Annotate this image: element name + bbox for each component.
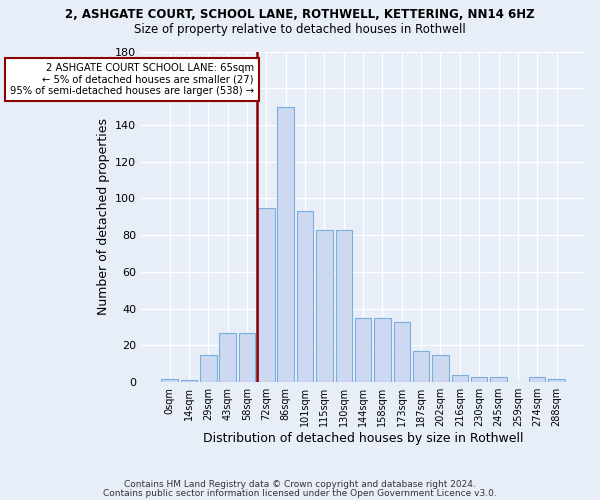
Bar — [335, 230, 352, 382]
Bar — [277, 106, 294, 382]
Bar — [394, 322, 410, 382]
Text: Size of property relative to detached houses in Rothwell: Size of property relative to detached ho… — [134, 22, 466, 36]
Bar — [529, 376, 545, 382]
X-axis label: Distribution of detached houses by size in Rothwell: Distribution of detached houses by size … — [203, 432, 523, 445]
Bar — [432, 354, 449, 382]
Bar — [355, 318, 371, 382]
Text: Contains public sector information licensed under the Open Government Licence v3: Contains public sector information licen… — [103, 488, 497, 498]
Text: 2 ASHGATE COURT SCHOOL LANE: 65sqm
← 5% of detached houses are smaller (27)
95% : 2 ASHGATE COURT SCHOOL LANE: 65sqm ← 5% … — [10, 62, 254, 96]
Bar — [200, 354, 217, 382]
Bar — [471, 376, 487, 382]
Bar — [220, 332, 236, 382]
Bar — [181, 380, 197, 382]
Bar — [161, 378, 178, 382]
Bar — [316, 230, 332, 382]
Bar — [374, 318, 391, 382]
Bar — [258, 208, 275, 382]
Y-axis label: Number of detached properties: Number of detached properties — [97, 118, 110, 316]
Bar — [452, 375, 468, 382]
Text: Contains HM Land Registry data © Crown copyright and database right 2024.: Contains HM Land Registry data © Crown c… — [124, 480, 476, 489]
Text: 2, ASHGATE COURT, SCHOOL LANE, ROTHWELL, KETTERING, NN14 6HZ: 2, ASHGATE COURT, SCHOOL LANE, ROTHWELL,… — [65, 8, 535, 20]
Bar — [490, 376, 507, 382]
Bar — [239, 332, 255, 382]
Bar — [548, 378, 565, 382]
Bar — [413, 351, 430, 382]
Bar — [297, 212, 313, 382]
